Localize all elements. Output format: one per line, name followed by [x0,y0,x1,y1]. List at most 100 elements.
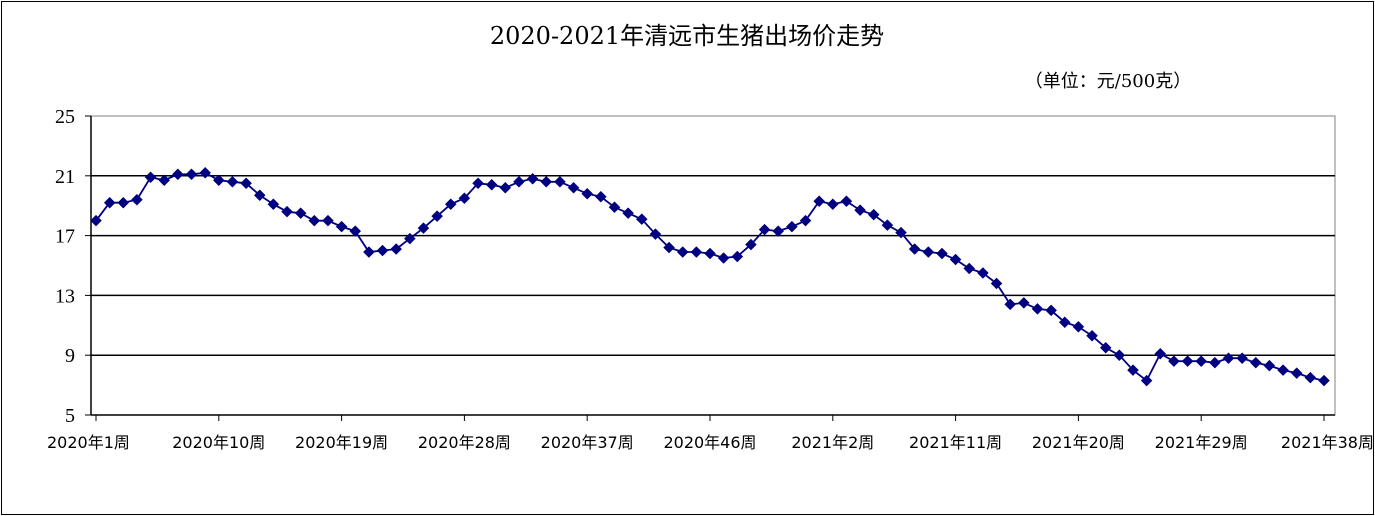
data-point [458,192,471,205]
data-point [322,214,334,227]
data-point [1017,297,1030,309]
y-tick-label: 9 [65,345,75,367]
x-tick-label: 2020年1周 [47,433,130,452]
data-point [212,174,225,187]
data-point [185,168,198,181]
data-point [1236,352,1248,365]
data-point [813,195,826,208]
x-tick-label: 2021年2周 [791,433,874,452]
unit-note: （单位：元/500克） [1025,71,1191,92]
data-point [158,174,171,187]
data-point [1208,356,1221,369]
x-tick-label: 2020年19周 [295,433,388,452]
data-point [895,226,907,239]
data-point [1031,303,1044,315]
x-tick-label: 2020年46周 [663,433,756,452]
data-point [690,246,703,258]
data-point [1277,364,1289,377]
data-point [226,175,239,188]
data-point [826,198,839,211]
data-point [117,196,130,209]
data-point [854,204,866,217]
data-point [1127,364,1139,377]
data-point [799,214,812,227]
x-tick-label: 2020年10周 [172,433,265,452]
data-point [745,238,757,251]
data-point [963,262,976,275]
data-point [949,253,962,266]
data-point [731,250,744,263]
data-point [867,208,880,221]
data-point [567,181,580,194]
data-point [485,178,498,191]
data-point [1249,356,1262,369]
data-point [376,244,389,257]
data-point [240,177,252,190]
data-point [472,177,484,190]
data-point [936,247,948,260]
y-tick-label: 5 [65,405,75,427]
data-point [622,207,634,220]
data-point [1113,349,1126,362]
data-point [431,210,443,223]
data-point [199,166,212,179]
data-point [417,222,430,234]
data-point [922,246,935,258]
data-point [1099,341,1112,354]
data-point [676,246,689,258]
data-point [1086,329,1098,342]
data-point [594,190,607,203]
data-point [663,241,675,254]
data-point [540,175,553,188]
y-axis: 5 9 13 17 21 25 [55,106,92,427]
data-point [758,223,771,236]
data-point [1072,320,1085,333]
data-point [1004,298,1017,311]
data-point [1290,367,1303,379]
y-tick-label: 21 [55,166,75,188]
data-point [635,213,648,226]
x-axis: 2020年1周 2020年10周 2020年19周 2020年28周 2020年37周 2… [47,414,1374,452]
data-point [1058,316,1071,329]
chart-title: 2020-2021年清远市生猪出场价走势 [490,22,884,50]
data-point [1045,304,1057,317]
data-point [717,252,730,264]
data-point [772,225,785,237]
data-point [704,247,716,260]
data-point [308,214,321,227]
data-point [1263,359,1276,372]
x-tick-label: 2021年38周 [1281,433,1374,452]
x-tick-label: 2021年11周 [909,433,1002,452]
data-point [526,172,539,185]
data-point [977,267,989,279]
data-point [363,246,375,258]
data-point [1168,355,1180,368]
data-point [649,228,662,240]
data-point [513,175,525,188]
data-point [349,225,362,237]
data-point [131,193,143,206]
data-point [1140,374,1153,387]
data-point [1181,355,1194,368]
data-point [1195,355,1208,368]
data-point [581,187,594,200]
data-point [499,181,512,194]
data-point [554,175,566,188]
x-tick-label: 2021年20周 [1032,433,1125,452]
x-tick-label: 2020年37周 [541,433,634,452]
data-point [444,198,457,211]
data-point [103,196,116,209]
x-tick-label: 2021年29周 [1155,433,1248,452]
data-point [335,220,348,233]
data-point [1222,352,1235,365]
data-point [144,171,157,184]
gridlines [91,175,1335,356]
y-tick-label: 13 [55,285,75,307]
y-tick-label: 17 [55,226,75,248]
data-point [840,195,853,208]
plot-area [90,115,1336,416]
data-point [881,219,894,231]
data-point [403,232,416,245]
data-point [786,220,798,233]
